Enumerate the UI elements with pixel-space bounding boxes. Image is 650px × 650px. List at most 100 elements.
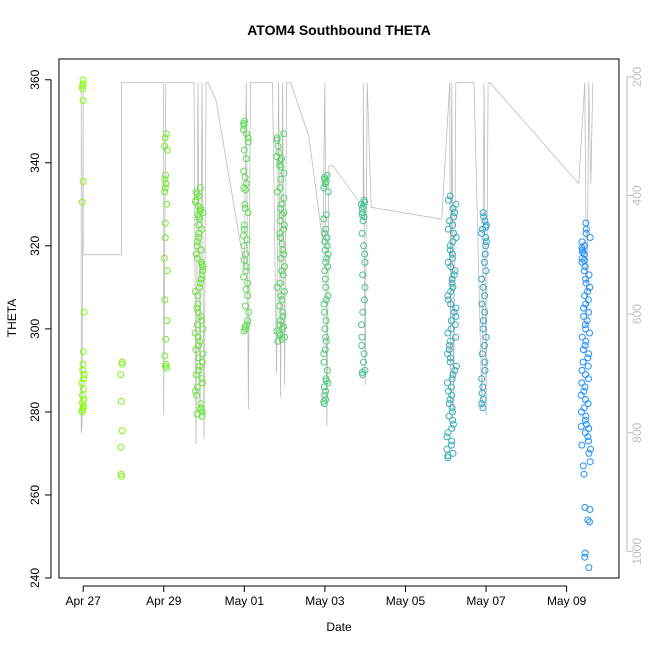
data-point	[582, 229, 590, 237]
y2-tick-label: 800	[630, 422, 644, 442]
data-point	[449, 283, 457, 291]
data-point	[481, 250, 489, 258]
data-point	[320, 215, 328, 223]
data-point	[117, 398, 125, 405]
data-point	[118, 472, 125, 480]
data-point	[242, 250, 250, 258]
data-point	[586, 234, 594, 241]
data-point	[360, 242, 368, 250]
data-point	[279, 246, 287, 254]
data-point	[322, 337, 330, 345]
data-point	[198, 412, 206, 420]
data-point	[197, 406, 204, 414]
data-point	[478, 225, 486, 233]
data-point	[117, 443, 125, 451]
data-point	[584, 362, 592, 370]
data-point	[320, 300, 328, 308]
data-point	[277, 234, 285, 241]
data-point	[361, 258, 369, 266]
data-point	[579, 462, 587, 470]
data-point	[577, 391, 585, 399]
data-point	[358, 229, 366, 237]
data-point	[193, 383, 201, 391]
data-point	[79, 85, 87, 93]
data-point	[280, 130, 288, 138]
data-point	[278, 335, 286, 343]
data-point	[479, 317, 487, 325]
data-point	[195, 366, 203, 374]
data-point	[320, 400, 328, 408]
data-point	[358, 321, 365, 329]
data-point	[197, 275, 205, 283]
data-point	[161, 352, 169, 360]
data-point	[449, 420, 457, 428]
data-point	[198, 271, 206, 279]
data-point	[277, 205, 285, 212]
data-point	[79, 366, 87, 374]
data-point	[587, 445, 594, 453]
data-point	[78, 399, 86, 407]
data-point	[359, 371, 367, 379]
data-point	[199, 325, 207, 333]
data-point	[78, 198, 86, 206]
data-point	[160, 254, 168, 262]
data-point	[584, 516, 592, 524]
data-point	[241, 200, 249, 208]
data-point	[449, 408, 456, 416]
data-point	[323, 254, 331, 262]
data-point	[582, 300, 590, 308]
data-point	[360, 296, 368, 304]
data-point	[585, 350, 593, 358]
data-point	[452, 333, 460, 341]
data-point	[162, 180, 170, 188]
y-tick-label: 260	[28, 485, 42, 505]
data-point	[323, 242, 331, 250]
data-point	[163, 267, 171, 275]
data-point	[278, 240, 286, 248]
data-point	[322, 317, 330, 325]
data-point	[240, 221, 248, 229]
data-point	[586, 283, 594, 291]
data-point	[479, 383, 487, 391]
data-point	[321, 346, 329, 354]
data-point	[242, 186, 249, 194]
data-point	[321, 267, 329, 275]
data-point	[193, 304, 201, 312]
data-point	[161, 175, 169, 183]
data-point	[321, 180, 329, 188]
data-point	[446, 396, 454, 403]
data-point	[195, 234, 203, 241]
data-point	[322, 387, 330, 395]
data-point	[243, 130, 250, 138]
data-point	[191, 387, 199, 395]
data-point	[585, 308, 593, 316]
data-point	[445, 196, 452, 204]
data-point	[581, 263, 589, 271]
data-point	[448, 391, 456, 399]
data-point	[242, 325, 249, 333]
data-point	[479, 283, 487, 291]
data-point	[582, 325, 590, 333]
data-point	[240, 121, 248, 129]
data-point	[192, 371, 200, 379]
data-point	[578, 379, 586, 387]
data-point	[584, 400, 592, 408]
points-layer	[78, 76, 594, 572]
data-point	[242, 155, 250, 163]
data-point	[197, 312, 205, 320]
data-point	[198, 225, 206, 233]
data-point	[320, 383, 328, 391]
data-point	[585, 375, 592, 383]
data-point	[578, 333, 586, 341]
data-point	[277, 292, 285, 300]
data-point	[244, 317, 252, 325]
data-point	[444, 429, 452, 437]
data-point	[451, 267, 459, 275]
y-axis-label: THETA	[5, 299, 19, 337]
data-point	[240, 256, 248, 264]
data-point	[478, 400, 486, 408]
data-point	[449, 371, 457, 379]
data-point	[118, 358, 126, 366]
data-point	[240, 184, 248, 192]
data-point	[322, 225, 330, 233]
